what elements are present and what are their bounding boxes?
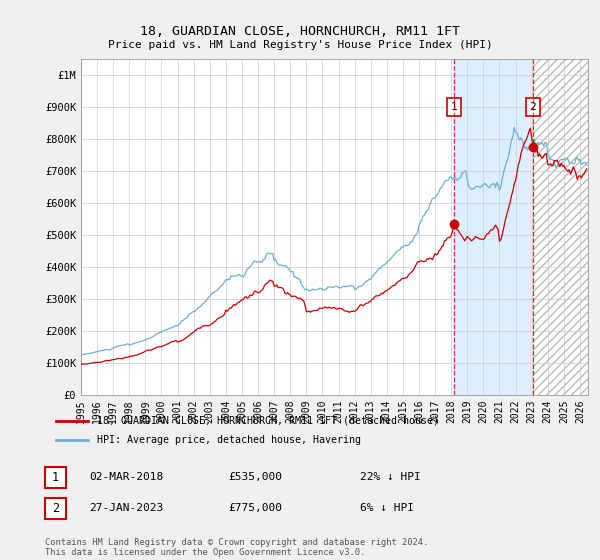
- Text: £775,000: £775,000: [228, 503, 282, 513]
- Text: 18, GUARDIAN CLOSE, HORNCHURCH, RM11 1FT: 18, GUARDIAN CLOSE, HORNCHURCH, RM11 1FT: [140, 25, 460, 38]
- Text: 22% ↓ HPI: 22% ↓ HPI: [360, 472, 421, 482]
- Text: 2: 2: [52, 502, 59, 515]
- Bar: [533, 59, 588, 395]
- Text: Price paid vs. HM Land Registry's House Price Index (HPI): Price paid vs. HM Land Registry's House …: [107, 40, 493, 50]
- Text: 02-MAR-2018: 02-MAR-2018: [89, 472, 163, 482]
- Text: HPI: Average price, detached house, Havering: HPI: Average price, detached house, Have…: [97, 435, 361, 445]
- Text: 27-JAN-2023: 27-JAN-2023: [89, 503, 163, 513]
- Text: 1: 1: [451, 102, 457, 112]
- Text: 18, GUARDIAN CLOSE, HORNCHURCH, RM11 1FT (detached house): 18, GUARDIAN CLOSE, HORNCHURCH, RM11 1FT…: [97, 416, 439, 426]
- Text: 2: 2: [530, 102, 536, 112]
- Text: £535,000: £535,000: [228, 472, 282, 482]
- Text: Contains HM Land Registry data © Crown copyright and database right 2024.
This d: Contains HM Land Registry data © Crown c…: [45, 538, 428, 557]
- Text: 6% ↓ HPI: 6% ↓ HPI: [360, 503, 414, 513]
- Bar: [454, 59, 533, 395]
- Text: 1: 1: [52, 471, 59, 484]
- Bar: [533, 59, 588, 395]
